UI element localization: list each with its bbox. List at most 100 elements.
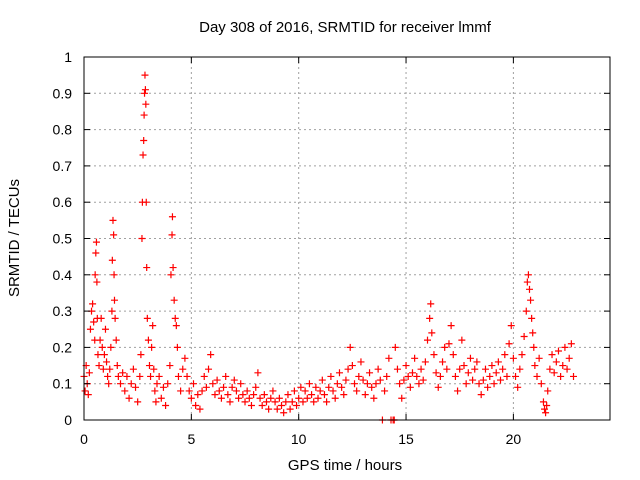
data-point xyxy=(314,394,322,402)
data-point xyxy=(535,354,543,362)
data-point xyxy=(273,405,281,413)
data-point xyxy=(477,391,485,399)
data-point xyxy=(443,365,451,373)
grid xyxy=(84,57,610,420)
data-point xyxy=(112,336,120,344)
data-point xyxy=(205,365,213,373)
data-point xyxy=(235,394,243,402)
data-point xyxy=(113,362,121,370)
data-point xyxy=(475,380,483,388)
data-point xyxy=(95,362,103,370)
data-point xyxy=(439,358,447,366)
data-point xyxy=(323,398,331,406)
data-point xyxy=(406,383,414,391)
data-point xyxy=(432,369,440,377)
data-point xyxy=(92,238,100,246)
data-point xyxy=(518,351,526,359)
data-point xyxy=(359,376,367,384)
data-point xyxy=(194,391,202,399)
data-point xyxy=(96,336,104,344)
data-point xyxy=(486,372,494,380)
data-point xyxy=(100,351,108,359)
data-point xyxy=(419,376,427,384)
data-point xyxy=(488,362,496,370)
data-point xyxy=(366,369,374,377)
data-point xyxy=(215,387,223,395)
data-point xyxy=(413,372,421,380)
x-tick-labels: 0 5 10 15 20 xyxy=(80,431,521,447)
data-point xyxy=(552,358,560,366)
data-point xyxy=(469,376,477,384)
data-point xyxy=(494,358,502,366)
y-tick-label: 0.5 xyxy=(53,231,73,247)
data-point xyxy=(142,198,150,206)
data-point xyxy=(138,235,146,242)
data-point xyxy=(209,380,217,388)
y-tick-label: 0.7 xyxy=(53,158,73,174)
data-point xyxy=(516,365,524,373)
data-point xyxy=(548,351,556,359)
data-point xyxy=(372,380,380,388)
data-point xyxy=(211,391,219,399)
data-point xyxy=(308,391,316,399)
data-point xyxy=(417,365,425,373)
data-point xyxy=(370,394,378,402)
x-tick-label: 15 xyxy=(398,431,414,447)
data-point xyxy=(207,351,215,359)
data-point xyxy=(295,394,303,402)
y-tick-labels: 0 0.1 0.2 0.3 0.4 0.5 0.6 0.7 0.8 0.9 1 xyxy=(53,49,73,428)
y-tick-label: 0.4 xyxy=(53,267,73,283)
data-point xyxy=(143,314,151,322)
data-point xyxy=(303,394,311,402)
data-point xyxy=(458,336,466,344)
data-point xyxy=(241,398,249,406)
data-point xyxy=(145,362,153,370)
data-point xyxy=(528,314,536,322)
data-point xyxy=(554,347,562,355)
data-point xyxy=(396,380,404,388)
data-point xyxy=(149,322,157,330)
data-point xyxy=(181,354,189,362)
data-point xyxy=(250,391,258,399)
y-tick-label: 0 xyxy=(64,412,72,428)
data-point xyxy=(140,136,148,144)
data-point xyxy=(108,256,116,264)
data-point xyxy=(561,343,569,351)
data-point xyxy=(228,383,236,391)
y-tick-label: 0.6 xyxy=(53,194,73,210)
data-point xyxy=(400,376,408,384)
data-point xyxy=(421,358,429,366)
data-point xyxy=(198,387,206,395)
data-point xyxy=(499,365,507,373)
data-point xyxy=(316,387,324,395)
data-point xyxy=(97,314,105,322)
data-point xyxy=(89,300,97,308)
data-point xyxy=(98,343,106,351)
data-point xyxy=(539,398,547,406)
data-point xyxy=(530,343,538,351)
data-point xyxy=(150,365,158,373)
data-point xyxy=(200,372,208,380)
data-point xyxy=(385,354,393,362)
data-point xyxy=(374,365,382,373)
data-point xyxy=(252,383,260,391)
y-tick-label: 0.3 xyxy=(53,303,73,319)
data-point xyxy=(449,351,457,359)
data-point xyxy=(430,351,438,359)
data-point xyxy=(331,394,339,402)
data-point xyxy=(183,372,191,380)
data-point xyxy=(151,387,159,395)
data-point xyxy=(426,314,434,322)
data-point xyxy=(523,278,531,286)
data-point xyxy=(110,296,118,304)
data-point xyxy=(159,383,167,391)
data-point xyxy=(116,380,124,388)
data-point xyxy=(169,264,177,272)
data-point xyxy=(299,398,307,406)
data-point xyxy=(105,380,113,388)
data-point xyxy=(529,329,537,337)
data-point xyxy=(171,314,179,322)
data-point xyxy=(278,401,286,409)
data-point xyxy=(460,362,468,370)
data-point xyxy=(173,343,181,351)
